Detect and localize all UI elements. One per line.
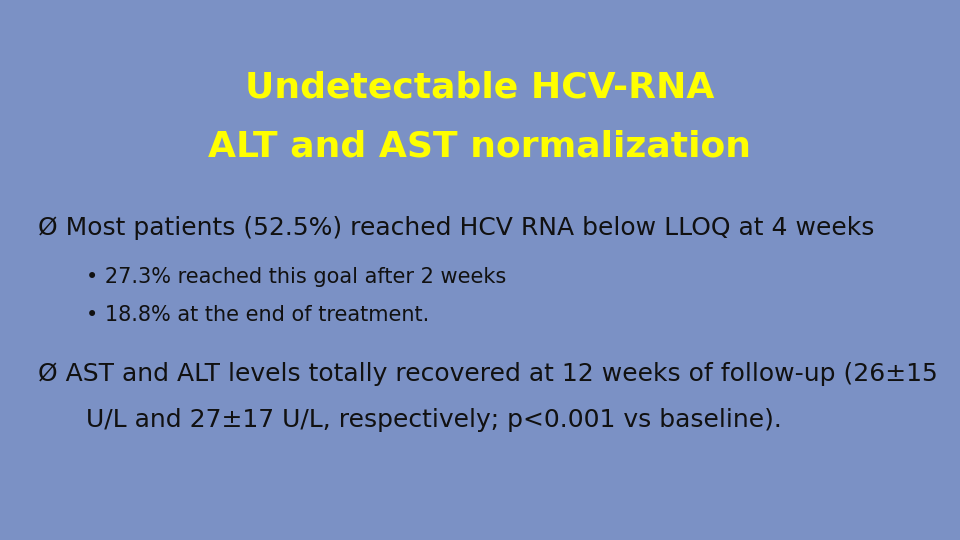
Text: • 27.3% reached this goal after 2 weeks: • 27.3% reached this goal after 2 weeks	[86, 267, 507, 287]
Text: ALT and AST normalization: ALT and AST normalization	[208, 130, 752, 164]
Text: Ø AST and ALT levels totally recovered at 12 weeks of follow-up (26±15: Ø AST and ALT levels totally recovered a…	[38, 362, 938, 386]
Text: U/L and 27±17 U/L, respectively; p<0.001 vs baseline).: U/L and 27±17 U/L, respectively; p<0.001…	[86, 408, 782, 431]
Text: • 18.8% at the end of treatment.: • 18.8% at the end of treatment.	[86, 305, 430, 325]
Text: Undetectable HCV-RNA: Undetectable HCV-RNA	[246, 70, 714, 104]
Text: Ø Most patients (52.5%) reached HCV RNA below LLOQ at 4 weeks: Ø Most patients (52.5%) reached HCV RNA …	[38, 216, 875, 240]
